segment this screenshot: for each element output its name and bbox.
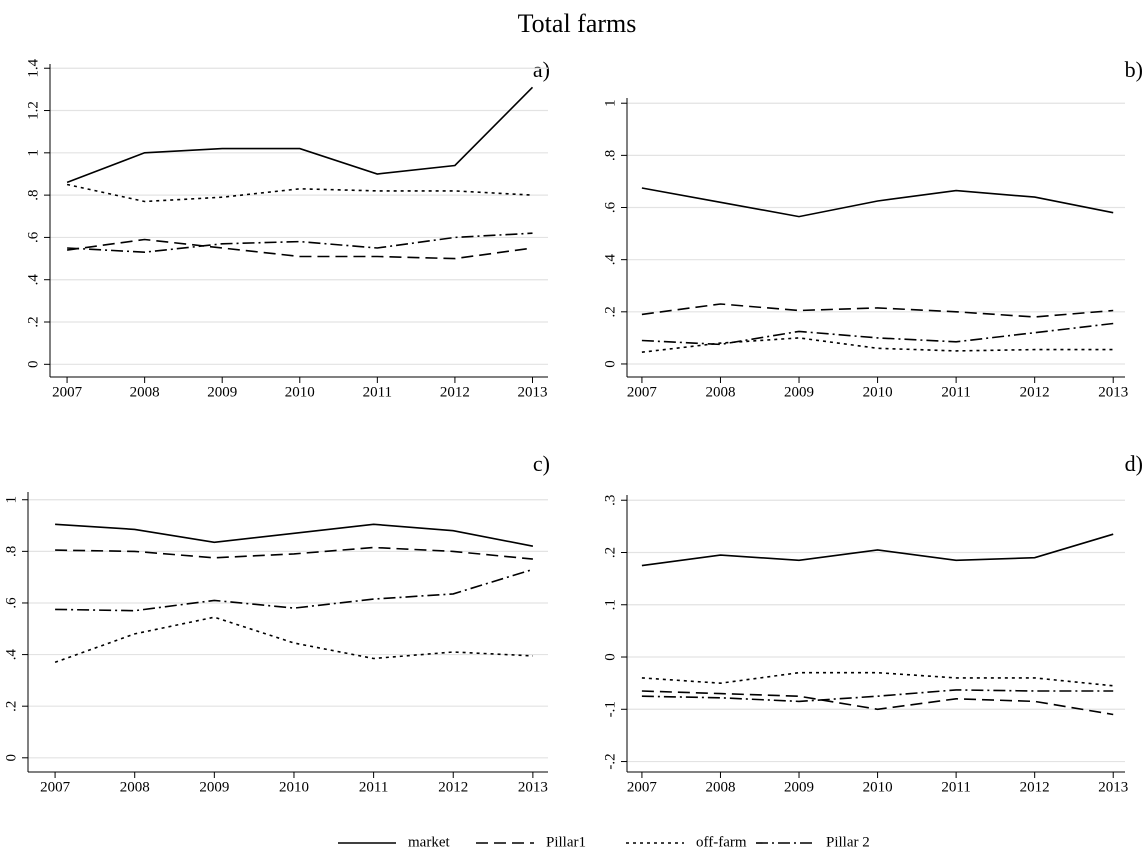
line	[641, 671, 1114, 687]
y-tick-label: .2	[3, 701, 19, 712]
y-tick-label: .2	[25, 316, 41, 327]
panel-title: a)	[533, 57, 550, 82]
x-tick-label: 2011	[359, 779, 388, 795]
y-tick-label: 1	[602, 99, 618, 107]
line	[641, 303, 1114, 318]
x-tick-label: 2013	[518, 779, 548, 795]
y-tick-label: .4	[3, 648, 19, 660]
y-tick-label: .2	[602, 547, 618, 558]
line	[66, 238, 533, 260]
y-tick-label: 0	[3, 754, 19, 762]
line	[55, 546, 533, 560]
y-tick-label: .6	[3, 597, 19, 609]
x-tick-label: 2008	[705, 384, 735, 400]
line	[641, 337, 1114, 353]
y-tick-label: .2	[602, 306, 618, 317]
y-tick-label: .8	[3, 546, 19, 557]
x-tick-label: 2009	[207, 384, 237, 400]
chart-title: Total farms	[518, 9, 637, 38]
y-tick-label: 0	[602, 653, 618, 661]
x-tick-label: 2010	[863, 779, 893, 795]
x-tick-label: 2007	[627, 779, 658, 795]
legend-label: market	[408, 834, 450, 850]
x-tick-label: 2007	[40, 779, 71, 795]
line	[66, 86, 534, 184]
x-tick-label: 2012	[1020, 779, 1050, 795]
x-tick-label: 2013	[517, 384, 547, 400]
y-tick-label: 1	[3, 496, 19, 504]
x-tick-label: 2009	[784, 384, 814, 400]
y-tick-label: 1.4	[25, 58, 41, 77]
line	[55, 523, 534, 547]
line	[67, 232, 533, 254]
legend-label: off-farm	[696, 834, 747, 850]
legend-label: Pillar 2	[826, 834, 870, 850]
y-tick-label: .3	[602, 495, 618, 506]
x-tick-label: 2008	[130, 384, 160, 400]
y-tick-label: -.1	[602, 701, 618, 717]
line	[55, 568, 534, 612]
line	[66, 183, 533, 203]
x-tick-label: 2012	[438, 779, 468, 795]
panel-title: d)	[1125, 451, 1143, 476]
line	[641, 533, 1114, 567]
x-tick-label: 2012	[440, 384, 470, 400]
x-tick-label: 2012	[1020, 384, 1050, 400]
y-tick-label: .6	[25, 231, 41, 243]
x-tick-label: 2008	[705, 779, 735, 795]
x-tick-label: 2010	[863, 384, 893, 400]
x-tick-label: 2011	[941, 779, 970, 795]
panel-title: b)	[1125, 57, 1143, 82]
x-tick-label: 2008	[120, 779, 150, 795]
y-tick-label: .8	[25, 189, 41, 200]
x-tick-label: 2007	[52, 384, 83, 400]
y-tick-label: .1	[602, 599, 618, 610]
x-tick-label: 2010	[279, 779, 309, 795]
y-tick-label: 1.2	[25, 101, 41, 120]
y-tick-label: .8	[602, 150, 618, 161]
y-tick-label: 0	[25, 361, 41, 369]
x-tick-label: 2010	[285, 384, 315, 400]
line	[641, 187, 1114, 218]
line	[641, 322, 1114, 346]
y-tick-label: 1	[25, 149, 41, 157]
y-tick-label: -.2	[602, 753, 618, 769]
line	[641, 690, 1114, 716]
y-tick-label: .6	[602, 201, 618, 213]
y-tick-label: 0	[602, 360, 618, 368]
y-tick-label: .4	[25, 274, 41, 286]
line	[54, 616, 533, 664]
legend-label: Pillar1	[546, 834, 586, 850]
x-tick-label: 2009	[784, 779, 814, 795]
y-tick-label: .4	[602, 254, 618, 266]
x-tick-label: 2007	[627, 384, 658, 400]
x-tick-label: 2009	[199, 779, 229, 795]
x-tick-label: 2013	[1098, 779, 1128, 795]
x-tick-label: 2011	[941, 384, 970, 400]
x-tick-label: 2011	[363, 384, 392, 400]
line	[641, 689, 1114, 703]
x-tick-label: 2013	[1098, 384, 1128, 400]
panel-title: c)	[533, 451, 550, 476]
